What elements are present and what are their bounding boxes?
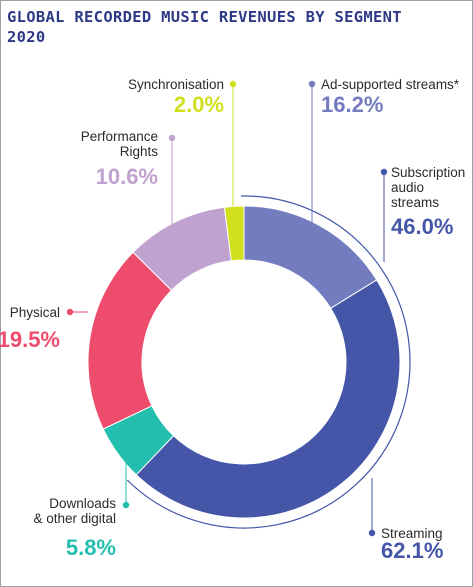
label-ad-supported-line-0: Ad-supported streams* — [321, 77, 460, 92]
leader-dot-synchronisation — [229, 80, 237, 88]
value-ad-supported: 16.2% — [321, 92, 383, 117]
donut-slice-1 — [135, 279, 401, 519]
chart-title-line-1: GLOBAL RECORDED MUSIC REVENUES BY SEGMEN… — [7, 8, 402, 26]
label-downloads-line-1: & other digital — [33, 511, 116, 526]
streaming-bracket — [126, 195, 411, 529]
value-downloads: 5.8% — [66, 535, 116, 560]
label-synchronisation-line-0: Synchronisation — [128, 77, 224, 92]
donut-slice-5 — [223, 205, 245, 262]
value-streaming: 62.1% — [381, 538, 443, 563]
leader-dot-downloads — [122, 501, 130, 509]
label-subscription-line-2: streams — [391, 195, 439, 210]
donut-slice-3 — [87, 251, 173, 430]
label-subscription-line-1: audio — [391, 180, 424, 195]
label-physical-line-0: Physical — [10, 305, 60, 320]
leader-dot-physical — [66, 308, 74, 316]
leader-dot-ad-supported — [308, 80, 316, 88]
label-subscription-line-0: Subscription — [391, 165, 465, 180]
value-physical: 19.5% — [0, 327, 60, 352]
value-performance: 10.6% — [96, 164, 158, 189]
chart-title: GLOBAL RECORDED MUSIC REVENUES BY SEGMEN… — [7, 7, 467, 47]
label-performance-line-0: Performance — [81, 129, 158, 144]
value-synchronisation: 2.0% — [174, 92, 224, 117]
label-streaming-line-0: Streaming — [381, 526, 443, 541]
label-performance-line-1: Rights — [120, 144, 159, 159]
chart-title-line-2: 2020 — [7, 28, 46, 46]
leader-dot-streaming — [368, 529, 376, 537]
leader-dot-performance — [168, 134, 176, 142]
leader-dot-subscription — [380, 168, 388, 176]
value-subscription: 46.0% — [391, 214, 453, 239]
label-downloads-line-0: Downloads — [49, 496, 116, 511]
